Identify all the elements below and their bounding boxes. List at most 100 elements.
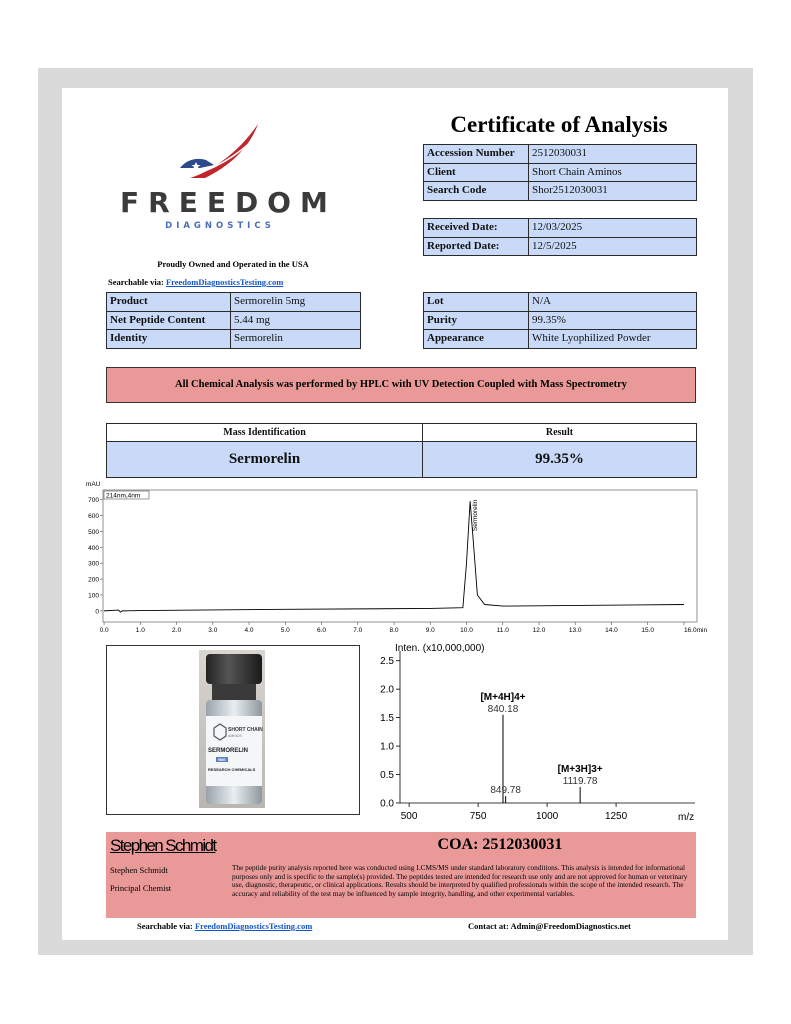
vial-label-text: 5MG — [218, 758, 226, 762]
peak-mz-label: 1119.78 — [563, 776, 598, 787]
document-title: Certificate of Analysis — [450, 112, 668, 137]
vial-photo — [199, 650, 265, 808]
field-value: Short Chain Aminos — [528, 162, 697, 182]
field-label: Net Peptide Content — [106, 310, 231, 330]
field-value: N/A — [528, 292, 697, 312]
annotation: 214nm,4nm — [106, 493, 140, 500]
footer-search: Searchable via: FreedomDiagnosticsTestin… — [137, 921, 312, 931]
field-value: Shor2512030031 — [528, 181, 697, 201]
field-label: Reported Date: — [423, 236, 529, 256]
y-tick-label: 0.0 — [380, 799, 394, 810]
y-tick-label: 400 — [88, 545, 99, 552]
field-label: Client — [423, 162, 529, 182]
field-value: 2512030031 — [528, 144, 697, 164]
vial-label-text: RESEARCH CHEMICALS — [208, 767, 256, 772]
field-label: Lot — [423, 292, 529, 312]
x-tick-label: 1250 — [605, 811, 628, 822]
y-tick-label: 100 — [88, 592, 99, 599]
y-axis-label: Inten. (x10,000,000) — [395, 643, 485, 654]
field-label: Appearance — [423, 329, 529, 349]
y-tick-label: 1.5 — [380, 713, 394, 724]
result-value: Sermorelin — [106, 441, 423, 478]
annotation-box — [103, 490, 150, 500]
x-tick-label: 9.0 — [426, 627, 435, 634]
method-banner: All Chemical Analysis was performed by H… — [106, 367, 696, 403]
field-value: White Lyophilized Powder — [528, 329, 697, 349]
coa-number: COA: 2512030031 — [437, 836, 563, 853]
y-tick-label: 1.0 — [380, 742, 394, 753]
x-tick-label: 10.0 — [460, 627, 473, 634]
y-tick-label: 2.5 — [380, 656, 394, 667]
result-header: Result — [422, 423, 697, 442]
x-tick-label: 5.0 — [281, 627, 290, 634]
x-tick-label: 16.0min — [684, 627, 708, 634]
signer-name: Stephen Schmidt — [110, 865, 168, 875]
disclaimer: The peptide purity analysis reported her… — [232, 863, 688, 898]
field-label: Received Date: — [423, 218, 529, 238]
field-label: Product — [106, 292, 231, 312]
x-tick-label: 8.0 — [389, 627, 398, 634]
search-link[interactable]: FreedomDiagnosticsTesting.com — [165, 277, 284, 287]
x-tick-label: 1000 — [536, 811, 559, 822]
y-tick-label: 600 — [88, 513, 99, 520]
field-value: 5.44 mg — [230, 310, 361, 330]
logo-sub: DIAGNOSTICS — [165, 221, 275, 231]
peak-ion-label: [M+3H]3+ — [558, 764, 603, 775]
x-tick-label: 750 — [470, 811, 487, 822]
x-tick-label: 0.0 — [100, 627, 109, 634]
x-tick-label: 1.0 — [136, 627, 145, 634]
x-tick-label: 13.0 — [569, 627, 582, 634]
logo-tagline: Proudly Owned and Operated in the USA — [157, 259, 309, 269]
field-label: Purity — [423, 310, 529, 330]
x-tick-label: 500 — [401, 811, 418, 822]
logo-mark — [180, 123, 263, 178]
vial-frame — [106, 645, 360, 815]
vial-label-text: SHORT CHAIN — [228, 727, 263, 733]
search-label: Searchable via: — [108, 277, 164, 287]
logo-brand: FREEDOM — [120, 186, 337, 219]
vial-label-text: SERMORELIN — [208, 748, 248, 754]
field-label: Identity — [106, 329, 231, 349]
peak-label: Sermorelin — [472, 499, 479, 531]
signature-block — [106, 832, 696, 918]
field-label: Accession Number — [423, 144, 529, 164]
peak-mz-label: 849.78 — [490, 785, 521, 796]
signature: Stephen Schmidt — [110, 836, 217, 855]
field-value: 12/03/2025 — [528, 218, 697, 238]
x-tick-label: 12.0 — [533, 627, 546, 634]
field-value: 99.35% — [528, 310, 697, 330]
vial-label-text: AMINOS — [228, 734, 242, 738]
x-tick-label: 11.0 — [497, 627, 510, 634]
result-header: Mass Identification — [106, 423, 423, 442]
y-tick-label: 500 — [88, 529, 99, 536]
peak-ion-label: [M+4H]4+ — [480, 692, 525, 703]
x-tick-label: 15.0 — [641, 627, 654, 634]
footer-search-label: Searchable via: — [137, 921, 193, 931]
y-tick-label: 0.5 — [380, 770, 394, 781]
y-axis-label: mAU — [86, 481, 101, 488]
x-tick-label: 3.0 — [208, 627, 217, 634]
footer-search-link[interactable]: FreedomDiagnosticsTesting.com — [194, 921, 313, 931]
signer-role: Principal Chemist — [110, 883, 172, 893]
y-tick-label: 700 — [88, 497, 99, 504]
y-tick-label: 0 — [95, 608, 99, 615]
x-tick-label: 2.0 — [172, 627, 181, 634]
peak-mz-label: 840.18 — [488, 704, 519, 715]
x-axis-label: m/z — [678, 812, 694, 823]
footer-contact: Contact at: Admin@FreedomDiagnostics.net — [468, 921, 631, 931]
chromatogram-trace — [104, 501, 684, 613]
field-value: 12/5/2025 — [528, 236, 697, 256]
result-value: 99.35% — [422, 441, 697, 478]
y-tick-label: 200 — [88, 577, 99, 584]
x-tick-label: 7.0 — [353, 627, 362, 634]
plot-frame — [102, 489, 698, 623]
y-tick-label: 2.0 — [380, 685, 394, 696]
field-value: Sermorelin 5mg — [230, 292, 361, 312]
x-tick-label: 4.0 — [245, 627, 254, 634]
field-value: Sermorelin — [230, 329, 361, 349]
field-label: Search Code — [423, 181, 529, 201]
x-tick-label: 6.0 — [317, 627, 326, 634]
y-tick-label: 300 — [88, 561, 99, 568]
